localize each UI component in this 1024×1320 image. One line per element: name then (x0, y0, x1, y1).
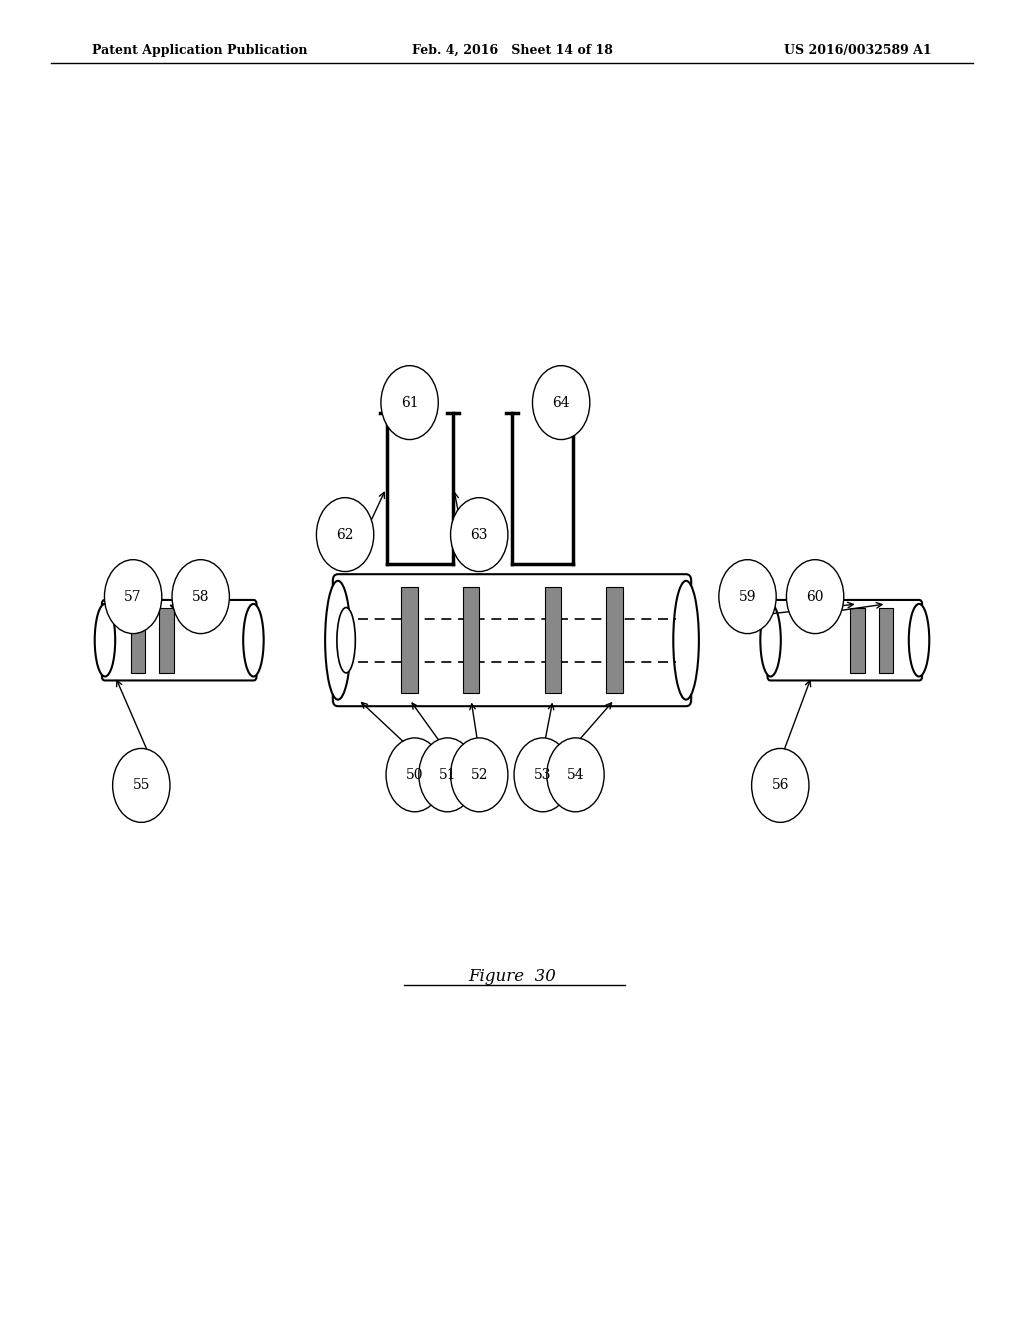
Text: 61: 61 (400, 396, 419, 409)
Circle shape (316, 498, 374, 572)
Ellipse shape (909, 605, 930, 676)
Bar (850, 607, 864, 672)
Circle shape (752, 748, 809, 822)
Bar (463, 587, 479, 693)
Bar (401, 587, 418, 693)
Ellipse shape (244, 605, 264, 676)
Text: 63: 63 (470, 528, 488, 541)
Circle shape (419, 738, 476, 812)
Circle shape (786, 560, 844, 634)
Ellipse shape (760, 605, 781, 676)
Text: 52: 52 (470, 768, 488, 781)
Circle shape (113, 748, 170, 822)
Circle shape (532, 366, 590, 440)
FancyBboxPatch shape (101, 599, 256, 681)
Circle shape (451, 498, 508, 572)
FancyBboxPatch shape (768, 599, 922, 681)
Text: 60: 60 (806, 590, 824, 603)
Text: Figure  30: Figure 30 (468, 969, 556, 985)
Bar (545, 587, 561, 693)
Circle shape (381, 366, 438, 440)
Circle shape (451, 738, 508, 812)
Ellipse shape (325, 581, 350, 700)
Text: 54: 54 (566, 768, 585, 781)
Circle shape (172, 560, 229, 634)
Bar (159, 607, 173, 672)
Bar (879, 607, 893, 672)
FancyBboxPatch shape (333, 574, 691, 706)
Circle shape (386, 738, 443, 812)
Ellipse shape (337, 607, 355, 673)
Text: Feb. 4, 2016   Sheet 14 of 18: Feb. 4, 2016 Sheet 14 of 18 (412, 44, 612, 57)
Text: 50: 50 (406, 768, 424, 781)
Circle shape (719, 560, 776, 634)
Text: 58: 58 (191, 590, 210, 603)
Text: 62: 62 (336, 528, 354, 541)
Text: 56: 56 (771, 779, 790, 792)
Text: 57: 57 (124, 590, 142, 603)
Text: 59: 59 (738, 590, 757, 603)
Ellipse shape (674, 581, 698, 700)
Bar (606, 587, 623, 693)
Text: US 2016/0032589 A1: US 2016/0032589 A1 (784, 44, 932, 57)
Bar (131, 607, 145, 672)
Circle shape (514, 738, 571, 812)
Circle shape (547, 738, 604, 812)
Ellipse shape (94, 605, 115, 676)
Circle shape (104, 560, 162, 634)
Text: Patent Application Publication: Patent Application Publication (92, 44, 307, 57)
Text: 55: 55 (132, 779, 151, 792)
Text: 64: 64 (552, 396, 570, 409)
Text: 53: 53 (534, 768, 552, 781)
Text: 51: 51 (438, 768, 457, 781)
